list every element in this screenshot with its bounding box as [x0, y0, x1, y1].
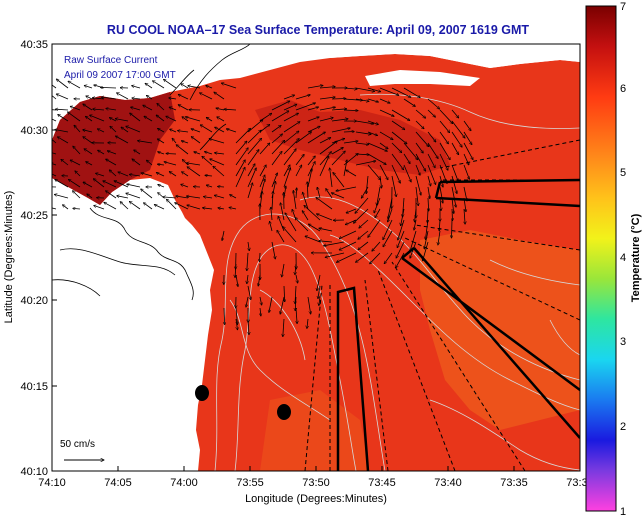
- y-tick-label: 40:15: [20, 381, 48, 393]
- colorbar-tick-label: 2: [620, 421, 626, 433]
- colorbar-tick-label: 3: [620, 336, 626, 348]
- map-title: RU COOL NOAA–17 Sea Surface Temperature:…: [107, 23, 530, 37]
- x-tick-label: 74:00: [170, 477, 198, 489]
- current-vector: [166, 154, 176, 155]
- map-area: Raw Surface Current April 09 2007 17:00 …: [41, 44, 580, 471]
- colorbar-tick-label: 7: [620, 1, 626, 13]
- y-tick-label: 40:30: [20, 125, 48, 137]
- current-vector: [218, 187, 225, 188]
- current-vector: [332, 99, 346, 100]
- colorbar-tick-label: 4: [620, 252, 626, 264]
- x-tick-label: 74:10: [38, 477, 66, 489]
- colorbar-tick-label: 1: [620, 506, 626, 518]
- colorbar-gradient: [586, 6, 616, 511]
- x-tick-label: 73:55: [236, 477, 264, 489]
- x-tick-label: 73:3: [566, 477, 587, 489]
- station-marker: [277, 404, 291, 420]
- y-tick-label: 40:35: [20, 39, 48, 51]
- colorbar-label: Temperature (°C): [630, 213, 642, 302]
- y-tick-label: 40:20: [20, 295, 48, 307]
- x-tick-label: 73:50: [302, 477, 330, 489]
- current-vector: [344, 132, 354, 133]
- y-tick-label: 40:25: [20, 210, 48, 222]
- colorbar-tick-label: 6: [620, 83, 626, 95]
- station-marker: [195, 385, 209, 401]
- sst-map-figure: RU COOL NOAA–17 Sea Surface Temperature:…: [0, 0, 644, 518]
- colorbar-tick-label: 5: [620, 167, 626, 179]
- y-axis-label: Latitude (Degrees:Minutes): [3, 191, 15, 324]
- scale-label: 50 cm/s: [60, 439, 95, 450]
- current-vector: [260, 253, 261, 262]
- x-axis-label: Longitude (Degrees:Minutes): [245, 493, 387, 505]
- current-annotation-line-2: April 09 2007 17:00 GMT: [64, 70, 176, 81]
- current-vector: [452, 220, 453, 238]
- colorbar: 7 6 5 4 3 2 1 Temperature (°C): [586, 1, 642, 518]
- x-tick-label: 74:05: [104, 477, 132, 489]
- current-annotation-line-1: Raw Surface Current: [64, 55, 158, 66]
- x-tick-label: 73:35: [500, 477, 528, 489]
- x-tick-label: 73:40: [434, 477, 462, 489]
- x-tick-label: 73:45: [368, 477, 396, 489]
- current-vector: [452, 209, 453, 221]
